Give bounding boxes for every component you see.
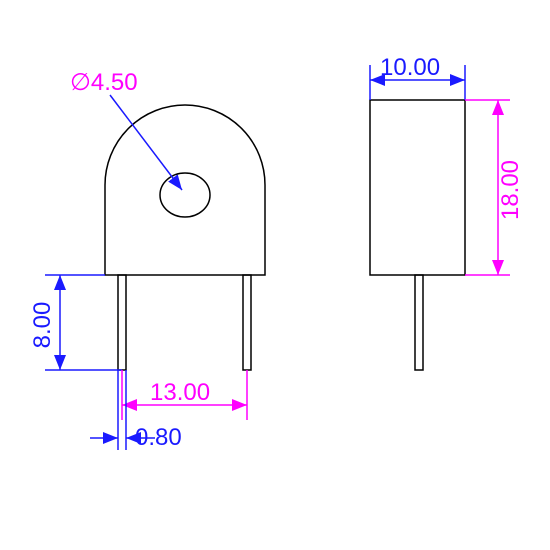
dim-height-18: 18.00 xyxy=(465,100,524,275)
dim-pitch: 13.00 xyxy=(122,370,247,420)
dim-height-8: 8.00 xyxy=(29,275,122,370)
pin-left xyxy=(118,275,126,370)
dim-pinwidth-label: 0.80 xyxy=(135,424,182,451)
dim-pitch-label: 13.00 xyxy=(150,379,210,406)
drawing-canvas: ∅4.50 8.00 13.00 0.80 10.00 18.00 xyxy=(0,0,550,550)
dim-diameter: ∅4.50 xyxy=(70,69,182,190)
front-view xyxy=(105,105,265,370)
side-pin xyxy=(415,275,423,370)
dim-diameter-label: ∅4.50 xyxy=(70,69,138,96)
dim-width-10: 10.00 xyxy=(370,54,465,100)
pin-right xyxy=(243,275,251,370)
dim-width-10-label: 10.00 xyxy=(380,54,440,81)
body-outline xyxy=(105,105,265,275)
dim-height-8-label: 8.00 xyxy=(29,302,56,349)
center-hole xyxy=(160,173,210,217)
dim-height-18-label: 18.00 xyxy=(497,160,524,220)
side-view xyxy=(370,100,465,370)
side-body xyxy=(370,100,465,275)
